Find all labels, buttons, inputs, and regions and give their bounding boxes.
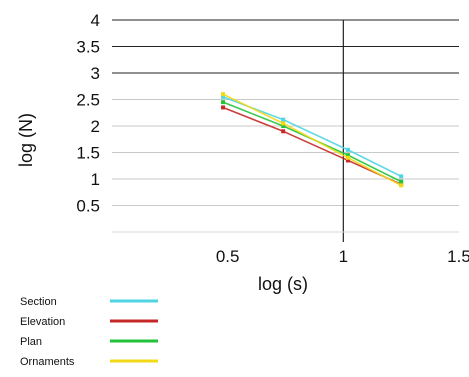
legend-label-plan: Plan (20, 336, 42, 348)
data-point-plan (281, 124, 286, 128)
y-tick-label: 2.5 (76, 91, 100, 110)
data-point-section (281, 117, 286, 122)
axis-layer: 0.5 1 1.5 2 2.5 3 3.5 4 0.5 1 1.5 (76, 11, 469, 266)
data-point-plan (345, 153, 350, 158)
x-tick-label: 1.5 (447, 247, 469, 266)
legend-label-ornaments: Ornaments (20, 356, 75, 368)
y-tick-label: 3 (91, 64, 100, 83)
x-tick-label: 1 (339, 247, 348, 266)
series-layer (221, 92, 404, 188)
y-tick-label: 3.5 (76, 38, 100, 57)
y-tick-label: 4 (91, 11, 100, 30)
legend-label-section: Section (20, 296, 57, 308)
y-tick-label: 0.5 (76, 197, 100, 216)
series-line-ornaments (222, 93, 402, 187)
x-tick-label: 0.5 (216, 247, 240, 266)
data-point-plan (399, 179, 404, 184)
series-line-section (222, 96, 402, 178)
grid-layer (112, 19, 459, 242)
y-tick-label: 1 (91, 170, 100, 189)
data-point-section (399, 174, 404, 179)
y-axis-title: log (N) (16, 113, 36, 167)
data-point-section (221, 94, 226, 99)
data-point-ornaments (399, 183, 404, 188)
legend-label-elevation: Elevation (20, 316, 65, 328)
series-line-plan (222, 101, 402, 183)
data-point-ornaments (281, 121, 286, 126)
data-point-elevation (345, 158, 350, 163)
data-point-ornaments (221, 92, 226, 97)
y-tick-label: 2 (91, 117, 100, 136)
data-point-elevation (281, 129, 286, 134)
label-layer: log (s) log (N) (16, 113, 308, 294)
data-point-ornaments (345, 155, 350, 160)
data-point-section (345, 147, 350, 152)
data-point-elevation (221, 105, 226, 110)
y-tick-label: 1.5 (76, 144, 100, 163)
legend: Section Elevation Plan Ornaments (20, 296, 158, 368)
series-line-elevation (222, 106, 402, 186)
x-axis-title: log (s) (258, 274, 308, 294)
data-point-plan (221, 100, 226, 105)
